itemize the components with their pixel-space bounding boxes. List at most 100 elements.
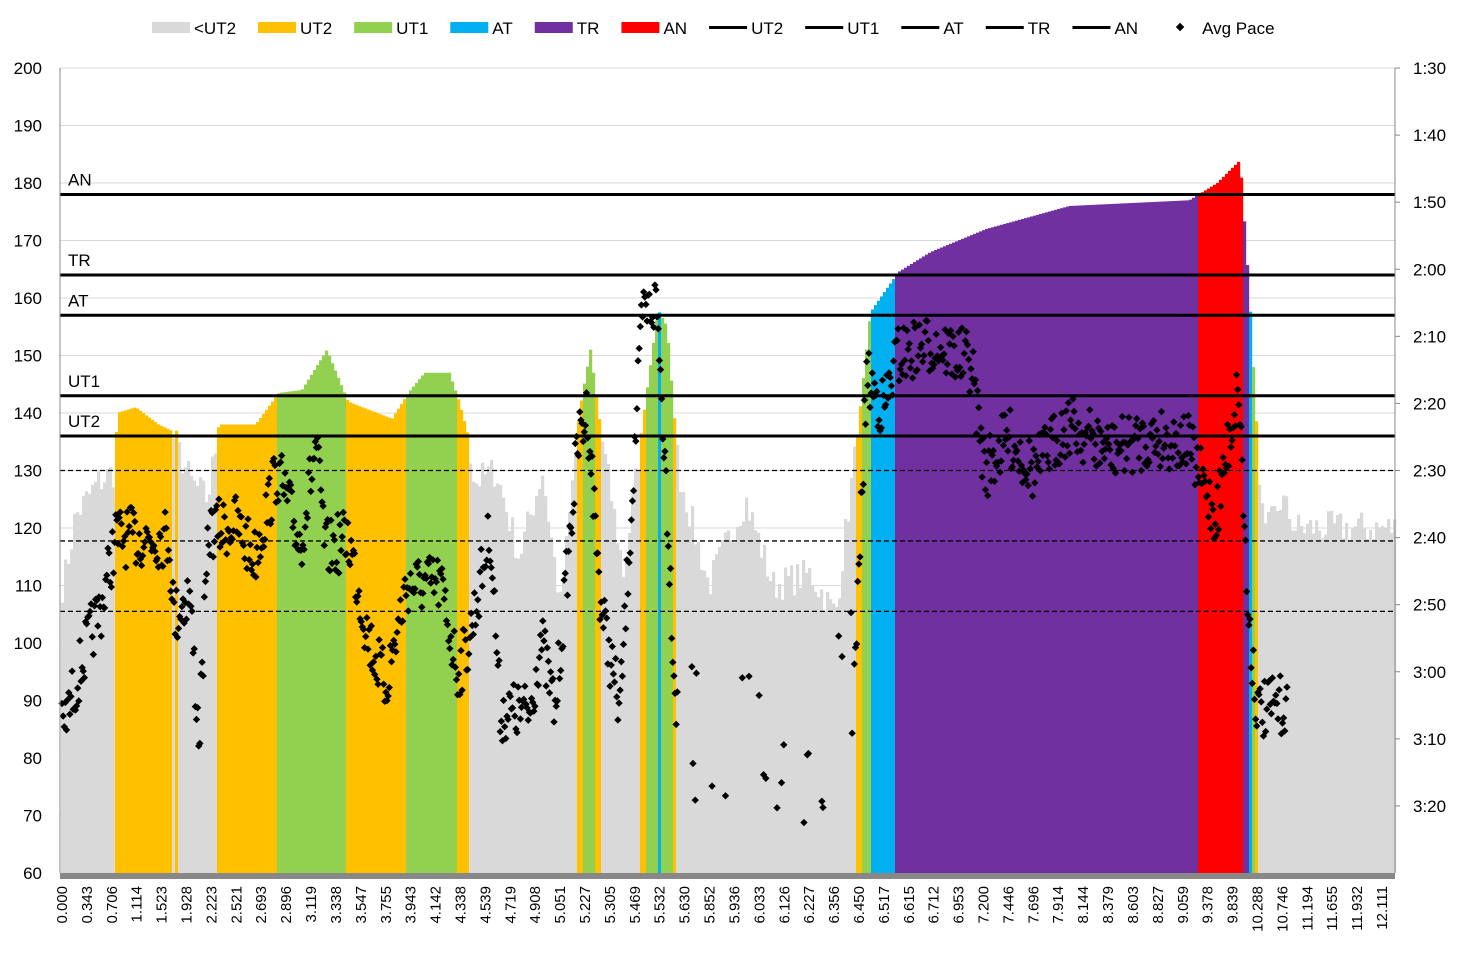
hr-bar-at bbox=[874, 305, 878, 873]
hr-bar-below-ut2 bbox=[103, 482, 107, 873]
avg-pace-point bbox=[1278, 719, 1287, 727]
hr-bar-below-ut2 bbox=[208, 494, 212, 873]
hr-bar-ut2 bbox=[241, 424, 245, 873]
avg-pace-point bbox=[513, 728, 521, 737]
hr-bar-tr bbox=[901, 269, 905, 873]
hr-bar-tr bbox=[910, 263, 914, 874]
legend-item-area-ut2: <UT2 bbox=[152, 19, 236, 38]
hr-bar-tr bbox=[1168, 201, 1172, 873]
avg-pace-point bbox=[926, 350, 935, 358]
avg-pace-point bbox=[1209, 505, 1217, 514]
avg-pace-point bbox=[1022, 475, 1030, 484]
avg-pace-point bbox=[288, 487, 296, 496]
hr-bar-ut2 bbox=[397, 408, 401, 873]
hr-bar-below-ut2 bbox=[1276, 510, 1280, 873]
hr-bar-below-ut2 bbox=[820, 589, 824, 873]
pace-dashed-lines bbox=[60, 469, 1395, 613]
avg-pace-point bbox=[429, 556, 437, 564]
avg-pace-point bbox=[835, 632, 843, 640]
hr-bar-ut1 bbox=[451, 381, 455, 873]
hr-bar-ut1 bbox=[406, 394, 410, 873]
avg-pace-point bbox=[449, 655, 457, 664]
avg-pace-point bbox=[496, 727, 504, 736]
hr-bar-tr bbox=[934, 250, 938, 873]
avg-pace-point bbox=[858, 488, 866, 496]
x-tick-label: 6.517 bbox=[876, 886, 893, 924]
avg-pace-point bbox=[342, 550, 351, 558]
hr-bar-tr bbox=[958, 240, 962, 873]
x-tick-label: 6.126 bbox=[776, 886, 793, 924]
avg-pace-point bbox=[1282, 695, 1290, 703]
hr-bar-ut1 bbox=[448, 372, 452, 873]
x-tick-label: 10.746 bbox=[1274, 886, 1291, 932]
avg-pace-point bbox=[378, 643, 387, 652]
avg-pace-point bbox=[377, 651, 386, 659]
hr-bar-ut2 bbox=[400, 403, 404, 873]
hr-bar-ut1 bbox=[307, 379, 311, 873]
hr-bar-below-ut2 bbox=[187, 461, 191, 873]
avg-pace-point bbox=[605, 636, 613, 644]
avg-pace-point bbox=[1004, 447, 1012, 455]
avg-pace-point bbox=[326, 567, 334, 575]
avg-pace-point bbox=[610, 678, 619, 686]
avg-pace-point bbox=[902, 372, 910, 380]
avg-pace-point bbox=[997, 457, 1005, 465]
hr-bar-ut2 bbox=[358, 406, 362, 873]
hr-bar-ut2 bbox=[577, 421, 581, 873]
hr-bar-below-ut2 bbox=[1306, 523, 1310, 873]
avg-pace-point bbox=[121, 532, 129, 541]
avg-pace-point bbox=[338, 533, 346, 541]
avg-pace-point bbox=[384, 692, 392, 700]
hr-bar-ut1 bbox=[670, 380, 674, 873]
hr-bar-below-ut2 bbox=[616, 543, 620, 873]
hr-bar-an bbox=[1198, 194, 1202, 873]
hr-bar-tr bbox=[1102, 204, 1106, 874]
hr-bar-below-ut2 bbox=[559, 591, 563, 873]
hr-bar-below-ut2 bbox=[817, 596, 821, 873]
avg-pace-point bbox=[485, 546, 493, 554]
avg-pace-point bbox=[896, 365, 905, 373]
avg-pace-point bbox=[430, 588, 438, 597]
avg-pace-point bbox=[265, 474, 274, 483]
threshold-label-ut2: UT2 bbox=[68, 412, 100, 431]
avg-pace-point bbox=[347, 536, 355, 545]
hr-bar-tr bbox=[1120, 203, 1124, 874]
avg-pace-point bbox=[295, 530, 304, 539]
avg-pace-point bbox=[1207, 524, 1215, 533]
hr-bar-below-ut2 bbox=[196, 485, 200, 873]
legend-label: UT1 bbox=[847, 19, 879, 38]
avg-pace-point bbox=[201, 577, 210, 586]
avg-pace-point bbox=[334, 510, 342, 519]
hr-bar-below-ut2 bbox=[1267, 512, 1271, 873]
avg-pace-point bbox=[274, 497, 282, 505]
hr-bar-ut1 bbox=[664, 323, 668, 874]
avg-pace-point bbox=[118, 542, 127, 551]
avg-pace-point bbox=[441, 586, 449, 595]
hr-bar-ut2 bbox=[859, 406, 863, 873]
avg-pace-point bbox=[516, 715, 525, 723]
avg-pace-point bbox=[301, 523, 309, 531]
legend-line-swatch bbox=[709, 26, 748, 29]
hr-bar-below-ut2 bbox=[805, 572, 809, 873]
avg-pace-point bbox=[1219, 453, 1227, 462]
avg-pace-point bbox=[973, 386, 982, 395]
hr-bar-below-ut2 bbox=[472, 481, 476, 873]
hr-bar-below-ut2 bbox=[793, 595, 797, 873]
hr-bar-ut2 bbox=[271, 401, 275, 873]
avg-pace-point bbox=[886, 373, 894, 382]
avg-pace-point bbox=[514, 683, 522, 691]
hr-bar-below-ut2 bbox=[1264, 523, 1268, 873]
hr-bar-an bbox=[1228, 170, 1232, 874]
hr-bar-ut2 bbox=[253, 424, 257, 873]
avg-pace-point bbox=[999, 441, 1008, 450]
avg-pace-point bbox=[235, 530, 243, 538]
hr-bar-ut1 bbox=[301, 389, 305, 873]
avg-pace-point bbox=[907, 357, 916, 365]
avg-pace-point bbox=[689, 759, 697, 768]
avg-pace-point bbox=[780, 741, 788, 749]
avg-pace-point bbox=[745, 672, 753, 680]
avg-pace-point bbox=[434, 601, 443, 609]
avg-pace-point bbox=[615, 699, 623, 707]
hr-bar-tr bbox=[1012, 221, 1016, 873]
hr-bar-ut1 bbox=[304, 384, 308, 873]
